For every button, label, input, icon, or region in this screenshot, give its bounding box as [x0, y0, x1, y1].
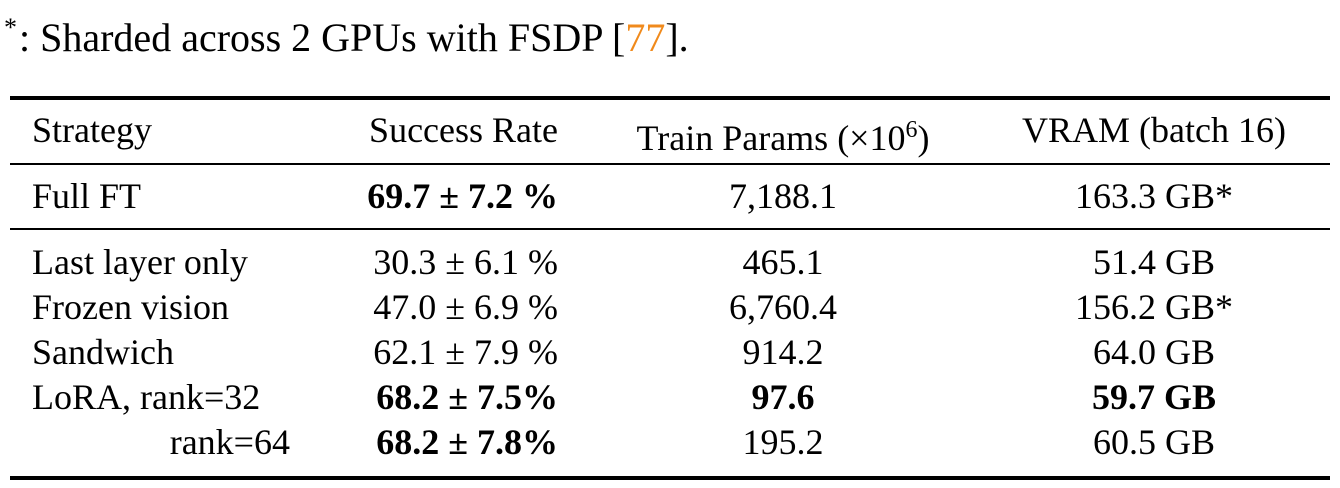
citation-link[interactable]: 77	[625, 15, 666, 60]
row-train-params: 195.2	[742, 422, 824, 462]
row-vram: 51.4 GB	[1092, 242, 1215, 282]
row-vram: 156.2 GB*	[1074, 287, 1233, 327]
row-strategy: Full FT	[32, 176, 142, 216]
row-vram: 59.7 GB	[1091, 377, 1216, 417]
table-mid-rule	[10, 228, 1330, 230]
row-success-rate: 47.0 ± 6.9 %	[373, 287, 558, 327]
footnote-text: : Sharded across 2 GPUs with FSDP [	[19, 15, 626, 60]
table-bottom-rule	[10, 476, 1330, 480]
row-vram: 60.5 GB	[1092, 422, 1215, 462]
footnote: *: Sharded across 2 GPUs with FSDP [77].	[4, 0, 689, 66]
row-strategy: Frozen vision	[32, 287, 229, 327]
row-vram: 64.0 GB	[1092, 332, 1215, 372]
table-header-rule	[10, 163, 1330, 165]
row-train-params: 914.2	[742, 332, 824, 372]
row-vram: 163.3 GB*	[1074, 176, 1233, 216]
row-train-params: 7,188.1	[729, 176, 837, 216]
header-strategy: Strategy	[32, 110, 152, 150]
header-train-params-label: Train Params (×10	[636, 118, 906, 158]
row-strategy: Sandwich	[32, 332, 174, 372]
row-train-params: 6,760.4	[729, 287, 837, 327]
header-train-params-close: )	[917, 118, 930, 158]
table-top-rule	[10, 96, 1330, 100]
footnote-mark: *	[4, 13, 17, 42]
row-train-params: 97.6	[751, 377, 815, 417]
row-strategy: rank=64	[169, 422, 290, 462]
row-success-rate: 62.1 ± 7.9 %	[373, 332, 558, 372]
row-success-rate: 68.2 ± 7.8%	[376, 422, 558, 462]
row-success-rate: 68.2 ± 7.5%	[376, 377, 558, 417]
row-strategy: LoRA, rank=32	[32, 377, 261, 417]
row-train-params: 465.1	[742, 242, 824, 282]
header-train-params-exponent: 6	[905, 117, 918, 143]
row-success-rate: 69.7 ± 7.2 %	[367, 176, 558, 216]
row-strategy: Last layer only	[32, 242, 248, 282]
header-success-rate: Success Rate	[369, 110, 558, 150]
header-train-params: Train Params (×106)	[605, 108, 961, 160]
row-success-rate: 30.3 ± 6.1 %	[373, 242, 558, 282]
header-vram: VRAM (batch 16)	[1022, 110, 1286, 150]
footnote-text-end: ].	[665, 15, 689, 60]
